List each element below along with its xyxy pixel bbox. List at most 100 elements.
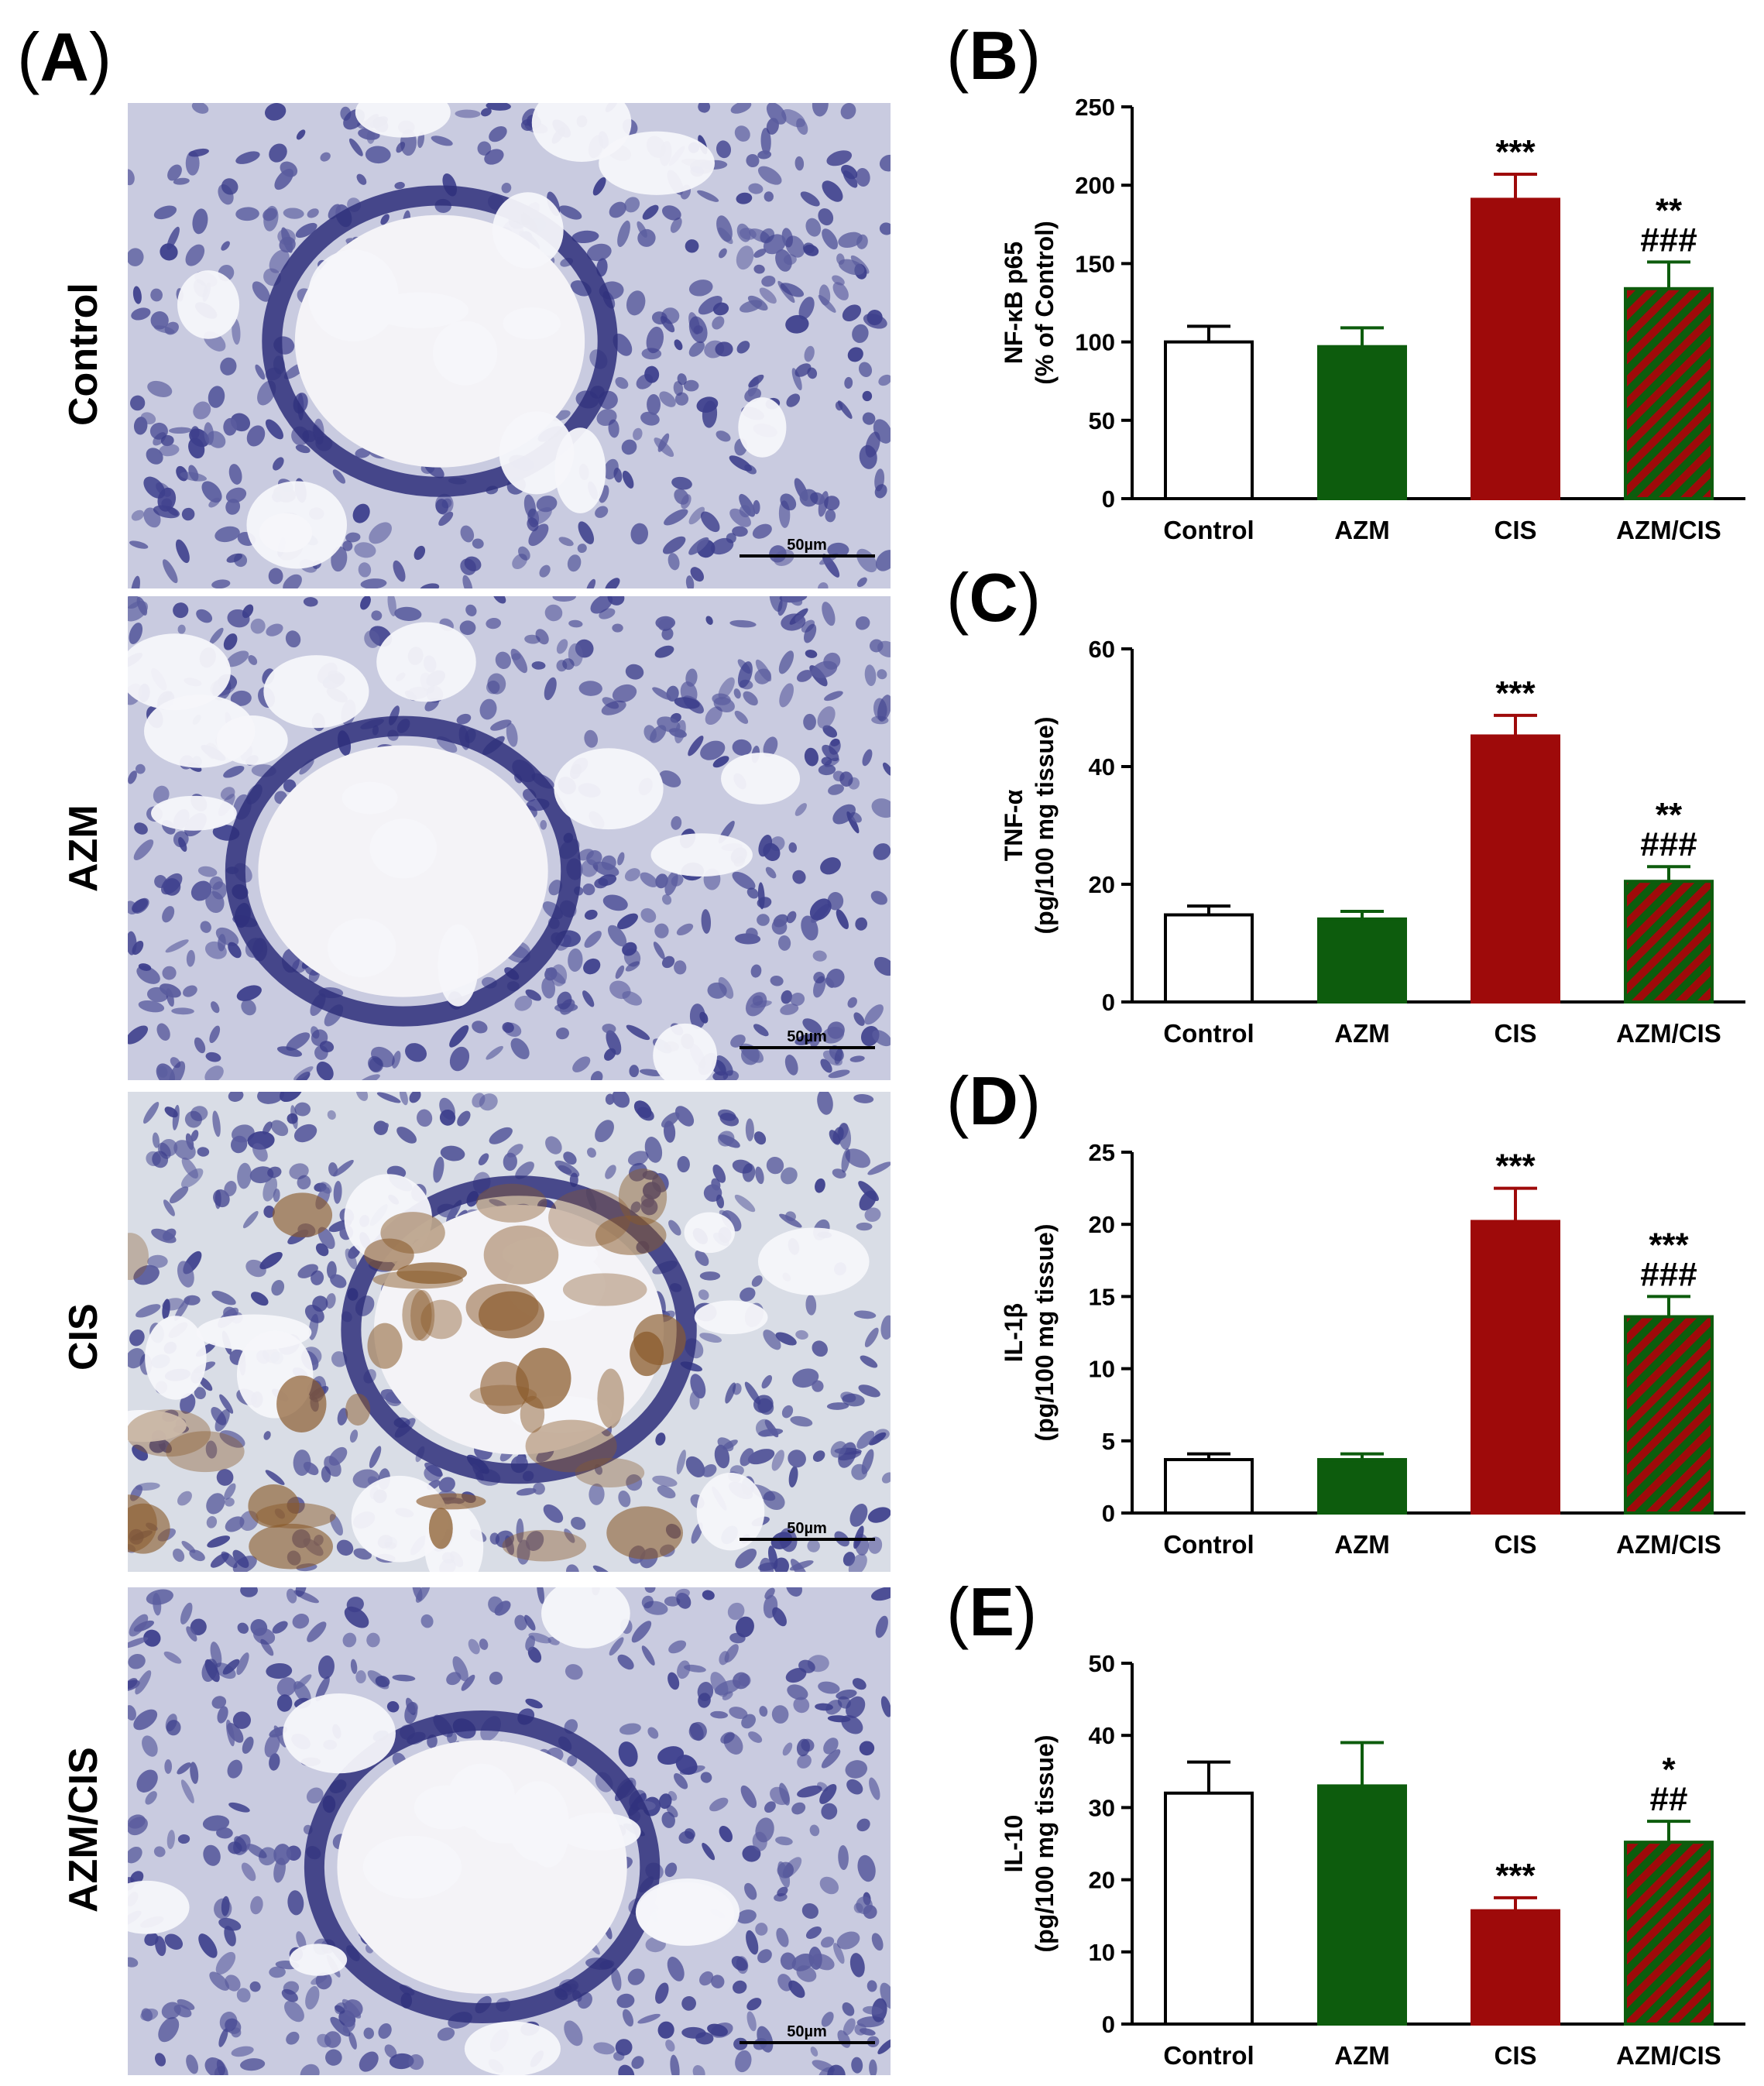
nucleus <box>785 235 805 258</box>
nucleus <box>311 1974 328 1985</box>
nucleus <box>662 205 681 221</box>
nucleus <box>409 1092 421 1103</box>
nucleus <box>745 1118 754 1141</box>
nucleus <box>218 1918 242 1931</box>
nucleus <box>263 1206 275 1218</box>
nucleus <box>218 2028 228 2047</box>
nucleus <box>343 1999 363 2018</box>
alveolar-space <box>694 1300 768 1335</box>
nucleus <box>166 1830 175 1850</box>
nucleus <box>719 1826 733 1843</box>
nucleus <box>152 1132 160 1148</box>
nucleus <box>748 374 764 388</box>
nucleus <box>584 729 599 748</box>
nucleus <box>871 798 891 818</box>
nucleus <box>699 1011 709 1024</box>
nucleus <box>180 1779 194 1803</box>
nucleus <box>317 1227 335 1250</box>
nucleus <box>258 1847 277 1866</box>
nucleus <box>782 1742 793 1756</box>
nucleus <box>812 103 829 117</box>
nucleus <box>855 917 867 931</box>
nucleus <box>868 1432 887 1446</box>
nucleus <box>128 601 149 622</box>
nucleus <box>812 1450 825 1462</box>
nucleus <box>325 2049 342 2066</box>
nucleus <box>556 1028 569 1040</box>
nucleus <box>295 222 317 238</box>
nucleus <box>855 167 870 187</box>
nucleus <box>194 1387 206 1400</box>
alveolar-space <box>653 1023 718 1080</box>
y-tick-label: 100 <box>1075 329 1115 356</box>
nucleus <box>778 650 794 674</box>
nucleus <box>495 651 511 670</box>
nucleus <box>864 1207 881 1222</box>
nucleus <box>250 1292 269 1306</box>
nucleus <box>449 1046 470 1072</box>
nucleus <box>870 1587 891 1601</box>
nucleus <box>433 1156 444 1183</box>
y-tick-label: 60 <box>1089 636 1115 663</box>
nucleus <box>447 1731 458 1744</box>
nucleus <box>865 431 880 458</box>
x-tick-label: CIS <box>1494 516 1536 544</box>
nucleus <box>527 517 539 532</box>
nucleus <box>864 1004 884 1025</box>
nucleus <box>394 606 422 621</box>
bar-azm-cis <box>1624 286 1714 500</box>
nucleus <box>250 618 266 634</box>
significance-marker: ** <box>1656 191 1683 229</box>
nucleus <box>822 180 843 202</box>
nucleus <box>716 140 732 159</box>
nucleus <box>777 1861 791 1888</box>
nucleus <box>794 478 808 502</box>
airway-wall <box>225 715 582 1027</box>
nucleus <box>162 1299 170 1320</box>
x-tick-label: Control <box>1163 2041 1254 2070</box>
dab-stain <box>166 1431 245 1473</box>
nucleus <box>439 1109 456 1126</box>
nucleus <box>797 1785 822 1798</box>
nucleus <box>746 2011 757 2032</box>
nucleus <box>796 670 813 682</box>
nucleus <box>287 1588 297 1604</box>
nucleus <box>295 444 311 454</box>
chart-panel-e: (E) 0 10 20 30 40 50 IL-10 (pg/100 mg tissue) Con… <box>914 1572 1764 2083</box>
nucleus <box>188 148 209 157</box>
alveolar-space <box>554 748 664 830</box>
nucleus <box>156 1023 170 1041</box>
nucleus <box>461 1674 475 1691</box>
nucleus <box>826 1402 849 1410</box>
nucleus <box>345 532 361 543</box>
nucleus <box>618 1490 631 1508</box>
dab-stain <box>248 1484 300 1528</box>
nucleus <box>626 1024 650 1041</box>
nucleus <box>342 540 353 551</box>
nucleus <box>718 248 727 259</box>
x-tick-label: Control <box>1163 1019 1254 1048</box>
alveolar-space <box>757 1227 870 1295</box>
y-tick-label: 30 <box>1089 1794 1115 1821</box>
nucleus <box>543 1504 564 1523</box>
nucleus <box>180 1602 193 1625</box>
nucleus <box>185 150 200 176</box>
nucleus <box>725 1382 736 1404</box>
significance-marker: ### <box>1640 825 1697 863</box>
nucleus <box>820 1937 835 1948</box>
nucleus <box>223 633 238 650</box>
nucleus <box>269 1753 280 1771</box>
nucleus <box>734 1194 756 1213</box>
nucleus <box>318 1655 335 1679</box>
nucleus <box>337 1408 348 1426</box>
alveolar-space <box>177 270 240 339</box>
nucleus <box>599 608 616 619</box>
nucleus <box>825 969 845 988</box>
nucleus <box>826 150 853 166</box>
nucleus <box>293 1066 314 1080</box>
nucleus <box>629 1162 647 1182</box>
significance-marker: *** <box>1649 1226 1689 1264</box>
airway-wall <box>341 1175 697 1484</box>
nucleus <box>150 288 163 302</box>
x-tick-label: AZM/CIS <box>1616 516 1721 544</box>
